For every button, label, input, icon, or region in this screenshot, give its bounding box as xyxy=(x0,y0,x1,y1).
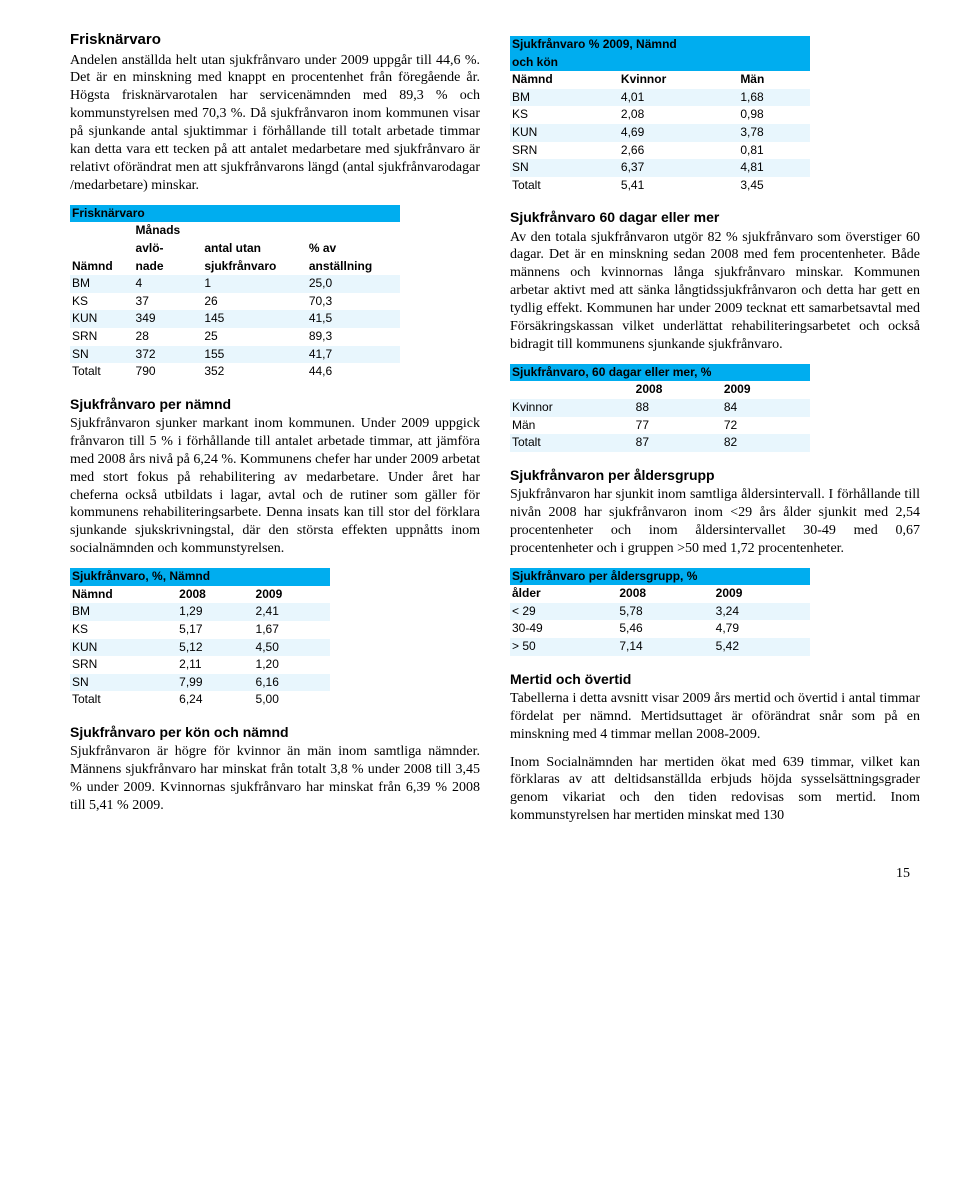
table-row: Kvinnor8884 xyxy=(510,399,810,417)
para-per-namnd: Sjukfrånvaron sjunker markant inom kommu… xyxy=(70,415,480,558)
table-row: < 295,783,24 xyxy=(510,603,810,621)
table-row: SN7,996,16 xyxy=(70,674,330,692)
table-frisknarvaro: Frisknärvaro Månads avlö- antal utan % a… xyxy=(70,205,400,381)
table-row: KUN4,693,78 xyxy=(510,124,810,142)
table-row: SN6,374,81 xyxy=(510,159,810,177)
table-aldersgrupp: Sjukfrånvaro per åldersgrupp, % ålder200… xyxy=(510,568,810,656)
table-row: BM1,292,41 xyxy=(70,603,330,621)
table-60-dagar: Sjukfrånvaro, 60 dagar eller mer, % 2008… xyxy=(510,364,810,452)
para-frisknarvaro: Andelen anställda helt utan sjukfrånvaro… xyxy=(70,52,480,195)
table-row: BM4125,0 xyxy=(70,275,400,293)
heading-aldersgrupp: Sjukfrånvaron per åldersgrupp xyxy=(510,466,920,484)
table-row: Totalt6,245,00 xyxy=(70,691,330,709)
table-row: > 507,145,42 xyxy=(510,638,810,656)
table-row: Totalt79035244,6 xyxy=(70,363,400,381)
heading-mertid: Mertid och övertid xyxy=(510,670,920,688)
right-column: Sjukfrånvaro % 2009, Nämnd och kön Nämnd… xyxy=(510,30,920,835)
para-mertid-2: Inom Socialnämnden har mertiden ökat med… xyxy=(510,754,920,826)
table-title: Sjukfrånvaro, %, Nämnd xyxy=(70,568,330,586)
para-60-dagar: Av den totala sjukfrånvaron utgör 82 % s… xyxy=(510,229,920,354)
table-row: SRN2,660,81 xyxy=(510,142,810,160)
para-kon-namnd: Sjukfrånvaron är högre för kvinnor än mä… xyxy=(70,743,480,815)
para-aldersgrupp: Sjukfrånvaron har sjunkit inom samtliga … xyxy=(510,486,920,558)
page-number: 15 xyxy=(70,865,910,883)
left-column: Frisknärvaro Andelen anställda helt utan… xyxy=(70,30,480,835)
table-title: Sjukfrånvaro, 60 dagar eller mer, % xyxy=(510,364,810,382)
heading-frisknarvaro: Frisknärvaro xyxy=(70,30,480,50)
table-title: Sjukfrånvaro % 2009, Nämnd xyxy=(510,36,810,54)
table-row: KUN5,124,50 xyxy=(70,639,330,657)
table-row: KUN34914541,5 xyxy=(70,310,400,328)
table-sjukfranvaro-namnd: Sjukfrånvaro, %, Nämnd Nämnd20082009 BM1… xyxy=(70,568,330,709)
table-row: SRN2,111,20 xyxy=(70,656,330,674)
table-title: Frisknärvaro xyxy=(70,205,400,223)
heading-kon-namnd: Sjukfrånvaro per kön och nämnd xyxy=(70,723,480,741)
table-sjukfranvaro-kon: Sjukfrånvaro % 2009, Nämnd och kön Nämnd… xyxy=(510,36,810,194)
heading-60-dagar: Sjukfrånvaro 60 dagar eller mer xyxy=(510,208,920,226)
table-row: 30-495,464,79 xyxy=(510,620,810,638)
table-row: KS5,171,67 xyxy=(70,621,330,639)
table-row: KS372670,3 xyxy=(70,293,400,311)
table-row: Män7772 xyxy=(510,417,810,435)
table-row: KS2,080,98 xyxy=(510,106,810,124)
table-row: SRN282589,3 xyxy=(70,328,400,346)
table-row: Totalt5,413,45 xyxy=(510,177,810,195)
table-row: Totalt8782 xyxy=(510,434,810,452)
table-title: Sjukfrånvaro per åldersgrupp, % xyxy=(510,568,810,586)
table-row: SN37215541,7 xyxy=(70,346,400,364)
table-row: BM4,011,68 xyxy=(510,89,810,107)
heading-per-namnd: Sjukfrånvaro per nämnd xyxy=(70,395,480,413)
para-mertid-1: Tabellerna i detta avsnitt visar 2009 år… xyxy=(510,690,920,744)
